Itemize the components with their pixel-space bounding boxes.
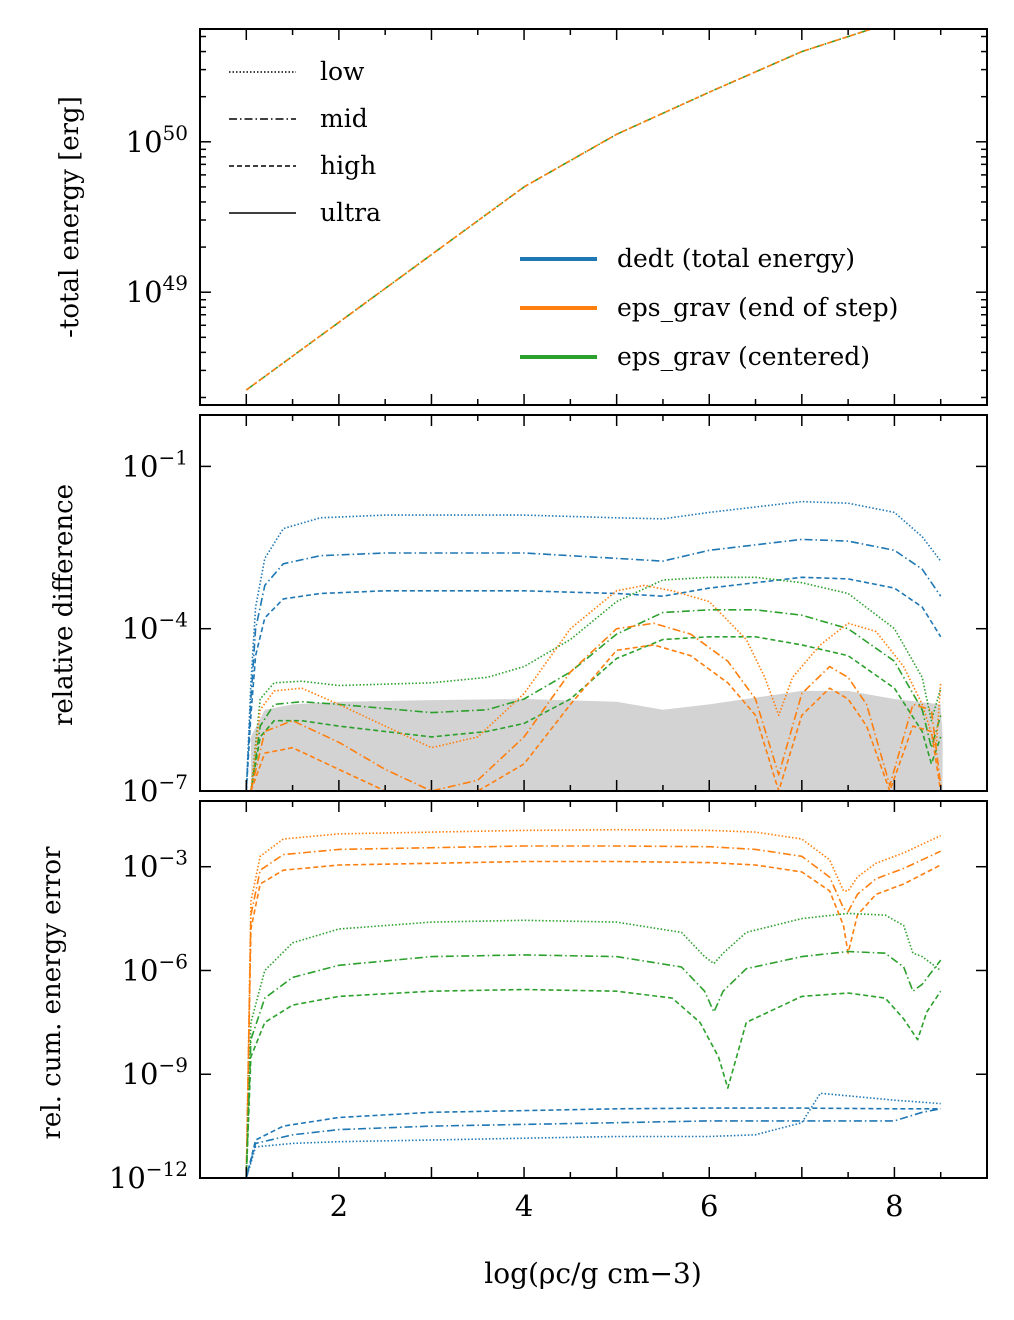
legend-style-label: ultra <box>320 198 381 227</box>
plot-area <box>245 500 943 791</box>
middle-panel: 10−1 10−4 10−7 <box>122 414 988 808</box>
axes-frame <box>199 414 988 792</box>
axes-frame <box>199 800 988 1179</box>
legend-style-label: low <box>320 57 365 86</box>
y-tick-label: 10−7 <box>122 770 188 808</box>
series-high-line <box>250 644 942 791</box>
series-high-line <box>245 1107 941 1178</box>
series-high-line <box>245 988 942 1178</box>
y-tick-label: 1049 <box>126 271 188 309</box>
x-tick-label: 6 <box>700 1189 718 1223</box>
plot-area <box>245 828 942 1178</box>
bottom-ylabel: rel. cum. energy error <box>37 846 67 1140</box>
series-mid-line <box>250 622 942 791</box>
tick-marks <box>199 801 988 1179</box>
series-mid-line <box>245 538 942 791</box>
y-tick-label: 10−6 <box>122 949 188 987</box>
series-low-line <box>245 828 942 1178</box>
y-tick-label: 10−12 <box>109 1157 188 1195</box>
series-high-line <box>245 29 874 391</box>
y-tick-label: 10−9 <box>122 1053 188 1091</box>
legend-style-label: mid <box>320 104 368 133</box>
series-low-line <box>245 500 942 791</box>
tolerance-band <box>250 690 943 791</box>
y-tick-label: 10−1 <box>122 445 188 483</box>
series-mid-line <box>245 950 942 1178</box>
tick-marks <box>199 29 988 405</box>
series-low-line <box>245 912 942 1178</box>
top-ylabel: -total energy [erg] <box>55 96 85 338</box>
series-low-line <box>250 584 942 791</box>
x-axis-label: log(ρc/g cm−3) <box>484 1257 702 1290</box>
plot-area <box>245 29 874 391</box>
series-high-line <box>245 576 942 791</box>
legend-color-label: eps_grav (centered) <box>617 342 870 371</box>
series-mid-line <box>250 608 942 791</box>
axes-frame <box>199 28 988 406</box>
series-mid-line <box>245 1108 941 1178</box>
x-tick-label: 4 <box>515 1189 533 1223</box>
series-high-line <box>250 635 942 791</box>
middle-ylabel: relative difference <box>49 484 79 726</box>
x-tick-label: 2 <box>330 1189 348 1223</box>
top-panel: 1050 1049 low mid high ultra dedt (total energ… <box>126 28 988 406</box>
tick-marks <box>199 415 988 792</box>
series-low-line <box>245 1092 941 1178</box>
legend-style-label: high <box>320 151 376 180</box>
series-mid-line <box>245 845 942 1178</box>
x-tick-label: 8 <box>885 1189 903 1223</box>
legend-color-label: eps_grav (end of step) <box>617 293 898 322</box>
y-tick-label: 1050 <box>126 121 188 159</box>
y-tick-label: 10−3 <box>122 846 188 884</box>
y-tick-label: 10−4 <box>122 608 188 646</box>
legend-color-label: dedt (total energy) <box>617 244 855 273</box>
bottom-panel: 10−3 10−6 10−9 10−12 2 4 6 8 <box>109 800 988 1223</box>
series-high-line <box>245 860 942 1178</box>
